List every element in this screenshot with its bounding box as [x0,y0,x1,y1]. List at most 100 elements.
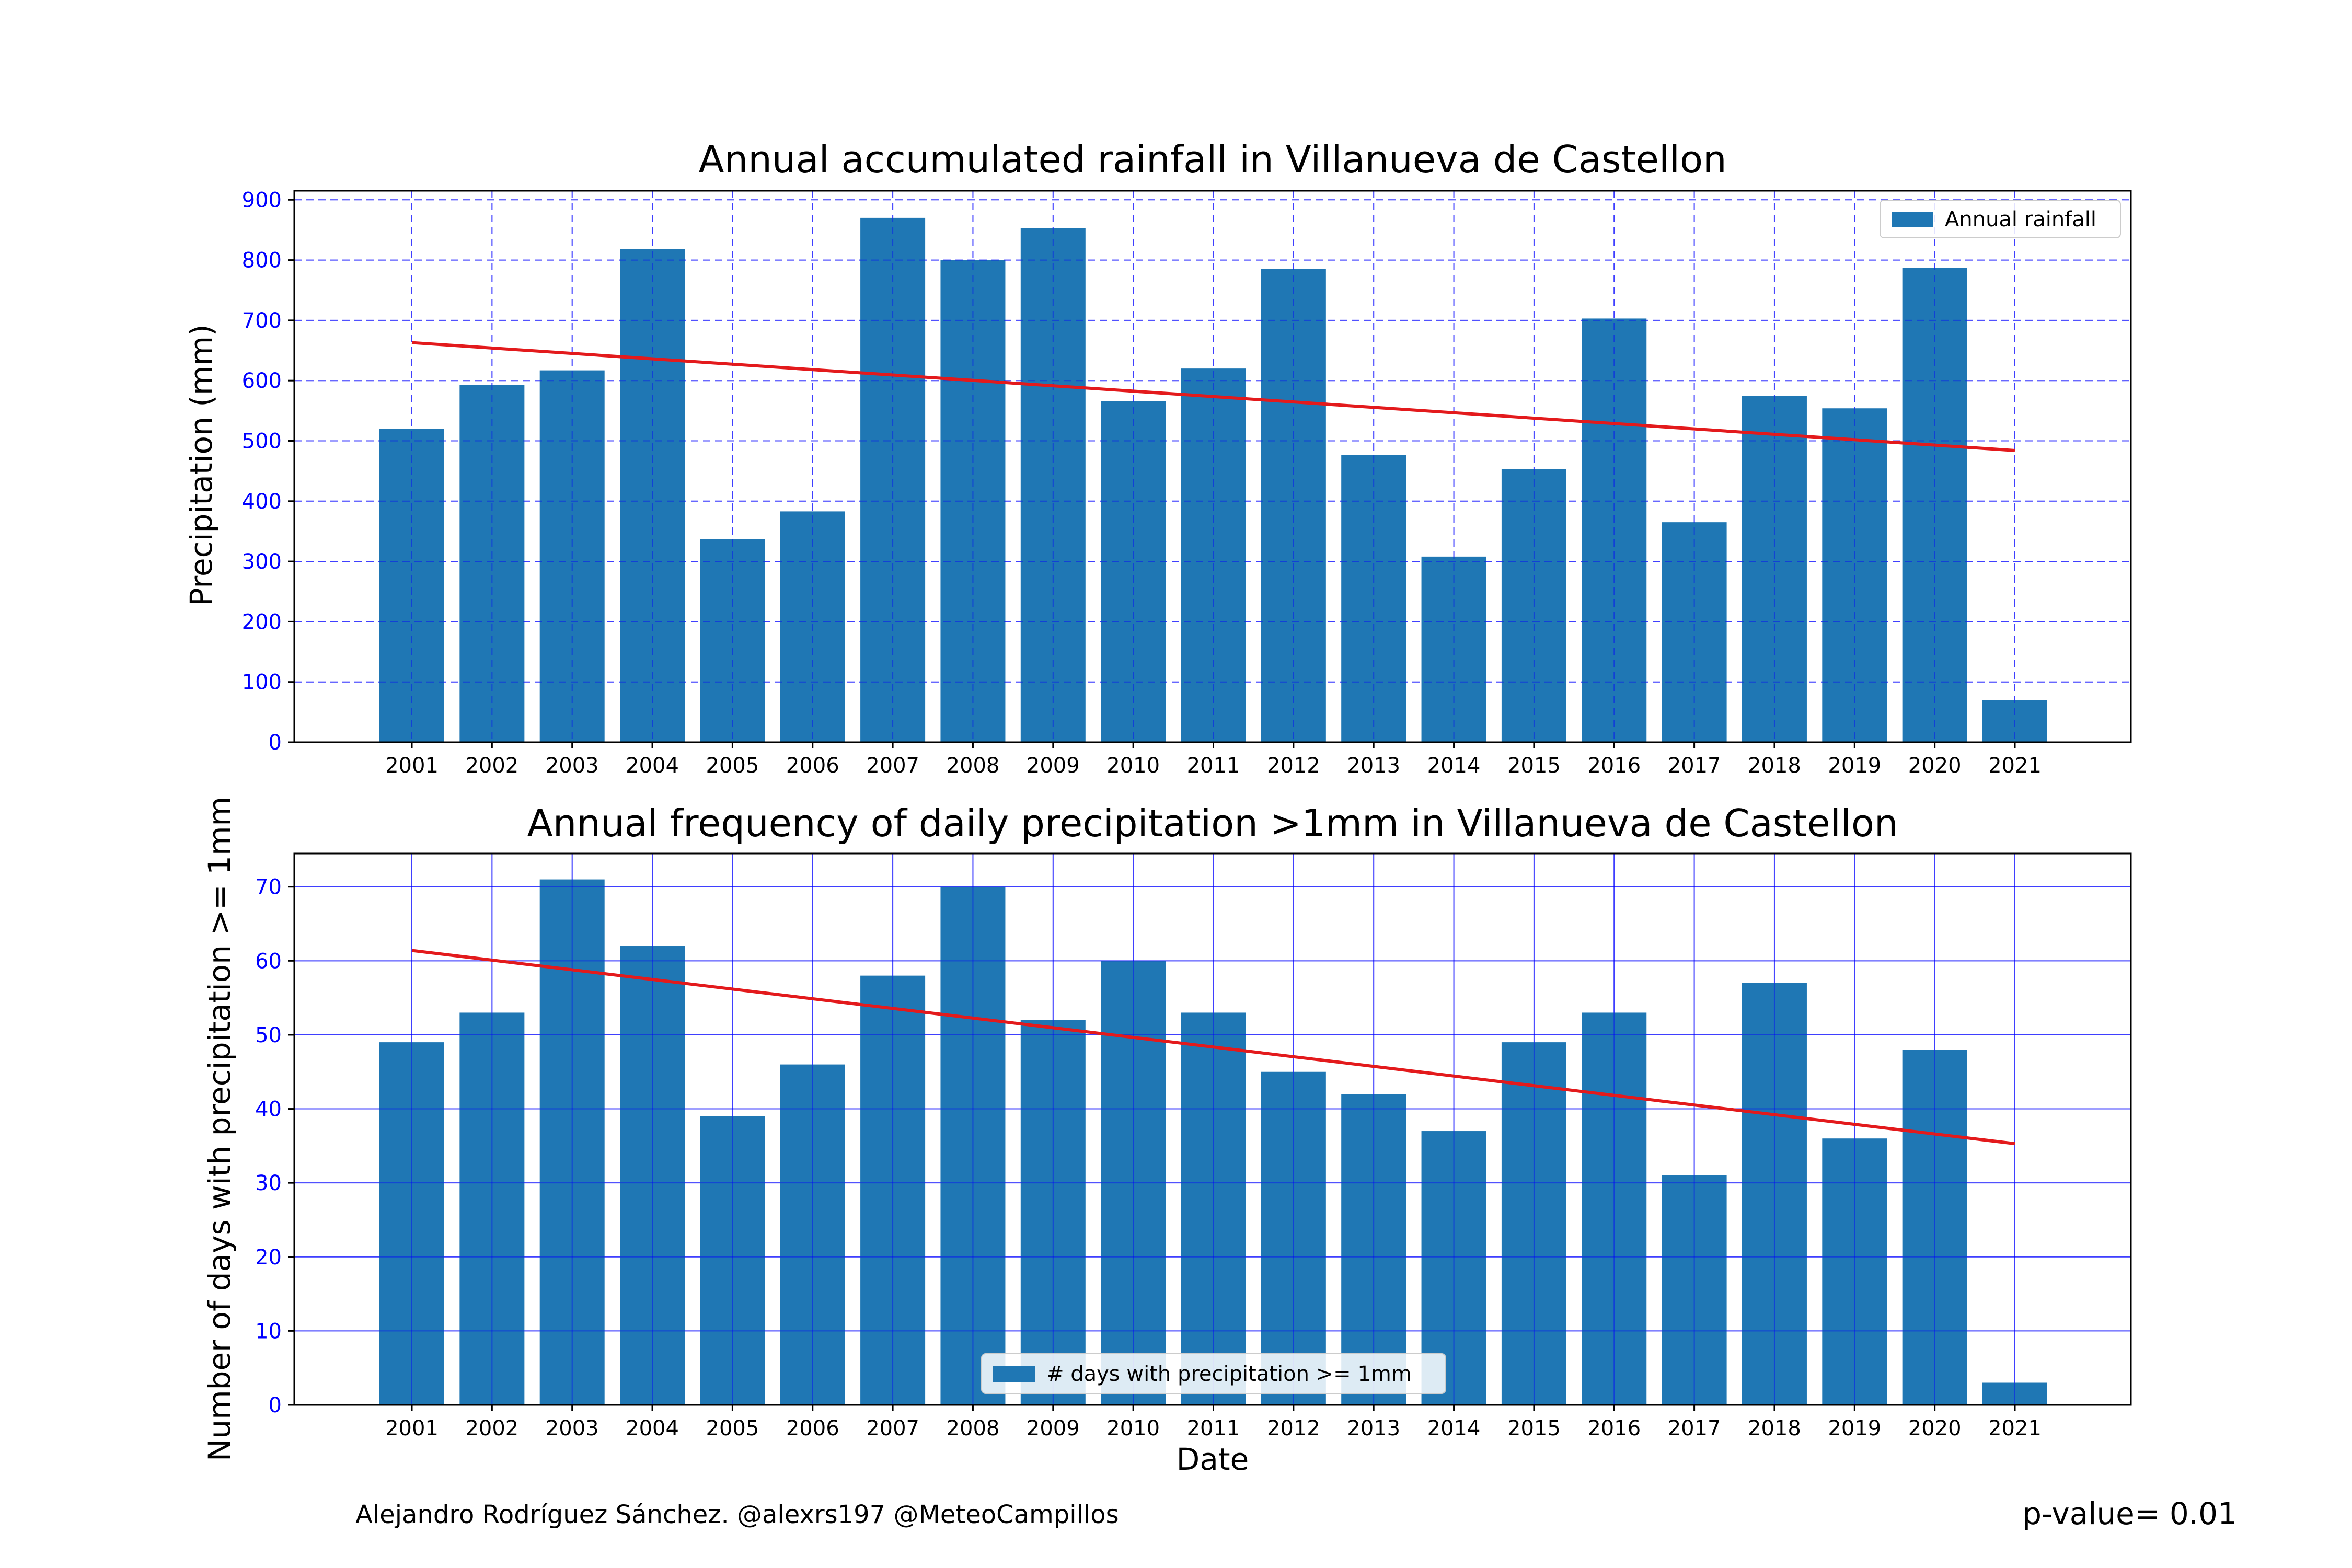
trend-line [411,341,2015,452]
x-tick-label: 2002 [465,754,518,778]
legend-box [981,1353,1446,1394]
x-tick-label: 2002 [465,1416,518,1440]
bar-2005 [700,1116,765,1405]
chart-title: Annual frequency of daily precipitation … [527,801,1898,845]
bar-2004 [620,249,685,742]
bar-2010 [1101,401,1166,742]
chart-2: 0 10 20 30 40 50 60 70 2001 2002 2003 2004 2005 2006 2… [202,797,2132,1477]
x-tick-label: 2010 [1106,754,1160,778]
y-tick-label: 20 [255,1246,282,1270]
bar-2021 [1982,1382,2047,1405]
bar-2011 [1181,368,1246,742]
x-tick-label: 2019 [1828,754,1881,778]
y-tick-label: 200 [242,610,282,634]
bar-2013 [1341,1094,1406,1405]
x-tick-label: 2016 [1587,754,1641,778]
bar-2006 [780,511,845,742]
x-tick-label: 2019 [1828,1416,1881,1440]
x-tick-label: 2009 [1027,754,1080,778]
y-tick-label: 600 [242,369,282,393]
bar-2015 [1501,1042,1566,1405]
legend-label: Annual rainfall [1945,207,2096,232]
bar-2001 [379,1042,444,1405]
bar-2008 [940,886,1006,1405]
bar-2014 [1421,556,1486,742]
x-tick-label: 2006 [786,1416,839,1440]
y-tick-label: 800 [242,249,282,273]
x-tick-label: 2021 [1988,1416,2042,1440]
bar-2006 [780,1064,845,1405]
x-tick-label: 2006 [786,754,839,778]
y-tick-label: 30 [255,1171,282,1195]
bar-2009 [1020,1020,1086,1405]
x-tick-label: 2008 [947,1416,1000,1440]
bar-2018 [1742,396,1807,742]
x-tick-label: 2001 [385,1416,439,1440]
bar-2003 [539,370,605,742]
y-tick-label: 100 [242,671,282,695]
trend-line [411,949,2015,1146]
x-tick-label: 2014 [1427,754,1481,778]
chart-1: 0 100 200 300 400 500 600 700 800 900 2001 2002 2003… [183,137,2132,778]
bar-2016 [1582,318,1647,742]
bar-2011 [1181,1012,1246,1405]
legend: # days with precipitation >= 1mm [981,1353,1446,1394]
y-axis-label: Precipitation (mm) [183,324,219,606]
x-tick-label: 2003 [546,1416,599,1440]
y-tick-label: 0 [269,1393,282,1417]
bar-2002 [459,1012,525,1405]
bar-2007 [860,217,926,742]
legend-label: # days with precipitation >= 1mm [1046,1362,1412,1386]
bar-2017 [1662,1175,1727,1405]
x-tick-label: 2020 [1908,1416,1962,1440]
x-tick-label: 2017 [1668,754,1721,778]
bar-2020 [1902,1050,1967,1405]
bar-2021 [1982,700,2047,742]
bar-2009 [1020,228,1086,742]
x-tick-label: 2021 [1988,754,2042,778]
p-value-label: p-value= 0.01 [2022,1496,2237,1531]
x-tick-label: 2020 [1908,754,1962,778]
y-tick-label: 400 [242,490,282,514]
x-tick-label: 2005 [706,1416,759,1440]
x-tick-label: 2011 [1187,754,1240,778]
x-tick-label: 2015 [1507,1416,1561,1440]
legend: Annual rainfall [1880,200,2121,238]
x-tick-label: 2005 [706,754,759,778]
x-tick-label: 2012 [1267,1416,1320,1440]
bar-2016 [1582,1012,1647,1405]
legend-swatch [1892,212,1933,227]
bar-2008 [940,260,1006,742]
bar-2017 [1662,522,1727,742]
chart-title: Annual accumulated rainfall in Villanuev… [698,137,1726,181]
y-tick-label: 70 [255,875,282,900]
bar-2018 [1742,983,1807,1405]
x-tick-label: 2010 [1106,1416,1160,1440]
x-tick-label: 2012 [1267,754,1320,778]
y-tick-label: 900 [242,188,282,212]
y-tick-label: 50 [255,1023,282,1047]
bar-2001 [379,429,444,742]
x-tick-label: 2017 [1668,1416,1721,1440]
bar-2005 [700,539,765,742]
bar-2004 [620,946,685,1405]
x-axis-label: Date [1177,1442,1249,1477]
x-tick-label: 2016 [1587,1416,1641,1440]
x-tick-label: 2011 [1187,1416,1240,1440]
x-tick-label: 2001 [385,754,439,778]
bar-2015 [1501,469,1566,742]
bar-2007 [860,975,926,1405]
x-tick-label: 2015 [1507,754,1561,778]
x-tick-label: 2013 [1347,754,1400,778]
x-tick-label: 2008 [947,754,1000,778]
bar-2012 [1261,269,1326,742]
x-tick-label: 2004 [626,1416,679,1440]
y-tick-label: 40 [255,1098,282,1122]
y-tick-label: 10 [255,1319,282,1343]
bar-2019 [1822,1138,1887,1405]
y-axis-label: Number of days with precipitation >= 1mm [202,797,237,1461]
legend-box [1880,200,2121,238]
x-tick-label: 2013 [1347,1416,1400,1440]
x-tick-label: 2018 [1748,754,1801,778]
